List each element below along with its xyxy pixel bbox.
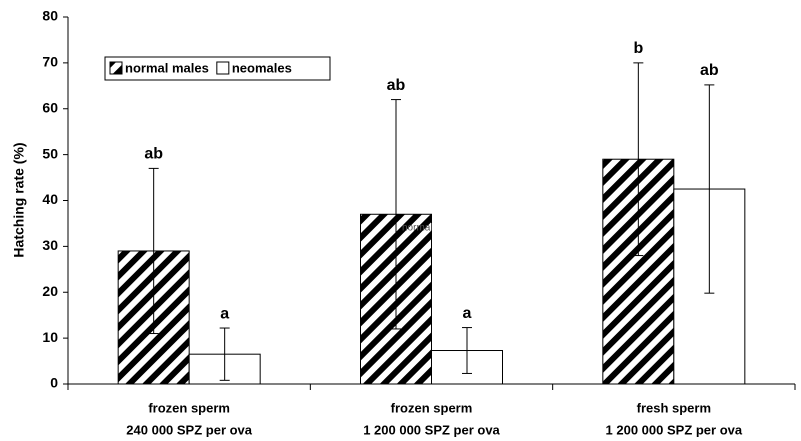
y-tick-label: 10 [42, 329, 58, 345]
x-tick-label: 1 200 000 SPZ per ova [606, 422, 743, 437]
legend-swatch [216, 61, 230, 75]
x-tick-label: frozen sperm [391, 400, 473, 415]
y-tick-label: 50 [42, 145, 58, 161]
y-tick-label: 30 [42, 237, 58, 253]
significance-letter: ab [387, 77, 406, 94]
y-tick-label: 40 [42, 191, 58, 207]
y-tick-label: 80 [42, 8, 58, 24]
y-axis-label: Hatching rate (%) [11, 142, 27, 257]
legend-label: neomales [232, 60, 292, 75]
legend-label: normal males [125, 60, 209, 75]
y-tick-label: 20 [42, 283, 58, 299]
y-tick-label: 60 [42, 99, 58, 115]
significance-letter: a [463, 305, 472, 322]
x-tick-label: frozen sperm [148, 400, 230, 415]
x-tick-label: 1 200 000 SPZ per ova [363, 422, 500, 437]
y-tick-label: 70 [42, 54, 58, 70]
x-tick-label: 240 000 SPZ per ova [126, 422, 253, 437]
significance-letter: b [633, 40, 643, 57]
y-tick-label: 0 [50, 375, 58, 391]
significance-letter: ab [144, 146, 163, 163]
legend-swatch [109, 61, 123, 75]
x-tick-label: fresh sperm [637, 400, 711, 415]
significance-letter: a [220, 305, 229, 322]
annotation: normal [402, 223, 433, 234]
significance-letter: ab [700, 62, 719, 79]
